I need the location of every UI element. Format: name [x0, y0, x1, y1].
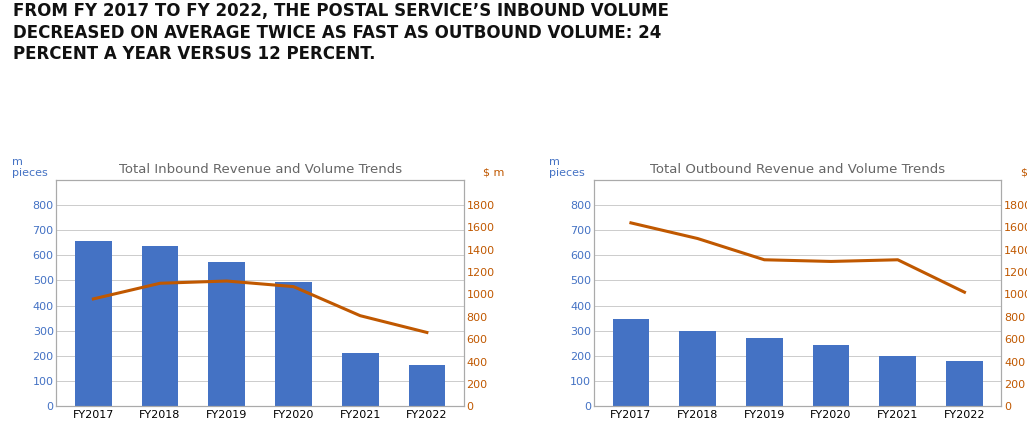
Bar — [409, 365, 446, 406]
Text: m
pieces: m pieces — [549, 157, 585, 178]
Bar — [812, 345, 849, 406]
Text: FROM FY 2017 TO FY 2022, THE POSTAL SERVICE’S INBOUND VOLUME
DECREASED ON AVERAG: FROM FY 2017 TO FY 2022, THE POSTAL SERV… — [13, 2, 670, 63]
Bar — [946, 361, 983, 406]
Bar — [275, 282, 312, 406]
Bar — [142, 246, 179, 406]
Bar — [208, 262, 245, 406]
Text: $ m: $ m — [483, 167, 504, 178]
Title: Total Outbound Revenue and Volume Trends: Total Outbound Revenue and Volume Trends — [650, 163, 945, 176]
Bar — [746, 338, 783, 406]
Bar — [679, 331, 716, 406]
Bar — [342, 353, 379, 406]
Title: Total Inbound Revenue and Volume Trends: Total Inbound Revenue and Volume Trends — [118, 163, 402, 176]
Bar — [879, 356, 916, 406]
Text: m
pieces: m pieces — [11, 157, 47, 178]
Bar — [612, 320, 649, 406]
Text: $ m: $ m — [1021, 167, 1027, 178]
Bar — [75, 242, 112, 406]
